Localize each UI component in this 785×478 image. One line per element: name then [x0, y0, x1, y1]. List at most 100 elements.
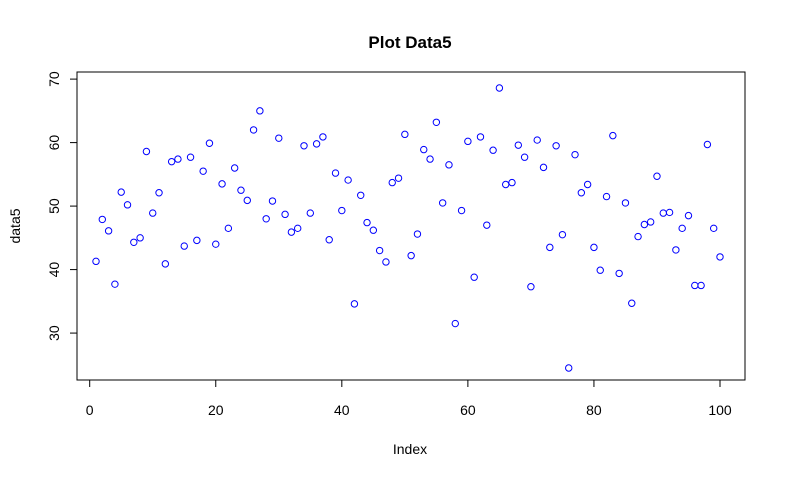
- data-point: [539, 163, 548, 172]
- x-axis: 0 20 40 60 80 100: [86, 379, 732, 418]
- data-point: [357, 191, 365, 200]
- data-points: [92, 84, 724, 372]
- data-point: [716, 253, 724, 261]
- data-point: [558, 230, 567, 239]
- data-point: [92, 257, 100, 266]
- data-point: [565, 364, 573, 372]
- data-point: [483, 221, 491, 229]
- data-point: [350, 300, 359, 308]
- data-point: [684, 211, 693, 220]
- data-point: [130, 238, 138, 246]
- data-point: [186, 153, 195, 161]
- data-point: [470, 273, 478, 281]
- data-point: [451, 319, 459, 328]
- data-point: [338, 206, 346, 215]
- chart-title: Plot Data5: [368, 33, 451, 52]
- data-point: [571, 150, 579, 159]
- data-point: [520, 153, 529, 161]
- data-point: [243, 196, 251, 205]
- x-tick-label: 20: [208, 402, 224, 418]
- data-point: [287, 228, 296, 236]
- data-point: [508, 178, 516, 187]
- data-point: [369, 226, 378, 234]
- data-point: [691, 281, 699, 290]
- data-point: [432, 118, 441, 126]
- data-point: [709, 224, 718, 233]
- data-point: [394, 174, 403, 182]
- data-point: [180, 242, 188, 250]
- data-point: [609, 131, 617, 140]
- data-point: [312, 140, 321, 148]
- data-point: [331, 169, 340, 177]
- data-point: [167, 157, 176, 166]
- plot-frame: [76, 71, 746, 381]
- data-point: [306, 209, 315, 217]
- data-point: [300, 142, 308, 150]
- data-point: [174, 155, 182, 163]
- data-point: [659, 209, 667, 217]
- data-point: [218, 180, 226, 188]
- data-point: [123, 201, 132, 209]
- data-point: [212, 240, 220, 248]
- data-point: [407, 251, 415, 260]
- data-point: [325, 236, 333, 244]
- data-point: [281, 210, 289, 219]
- data-point: [249, 126, 258, 134]
- data-point: [111, 280, 119, 288]
- data-point: [262, 215, 270, 223]
- data-point: [237, 186, 245, 194]
- data-point: [445, 161, 453, 169]
- data-point: [98, 215, 107, 224]
- x-tick-label: 0: [86, 402, 94, 418]
- data-point: [596, 266, 604, 274]
- data-point: [640, 220, 649, 229]
- x-tick-label: 40: [334, 402, 350, 418]
- data-point: [199, 167, 207, 175]
- data-point: [653, 172, 661, 180]
- x-tick-label: 100: [708, 402, 732, 418]
- data-point: [665, 208, 674, 217]
- data-point: [438, 199, 447, 207]
- data-point: [363, 218, 371, 227]
- data-point: [495, 84, 504, 92]
- data-point: [224, 224, 233, 233]
- data-point: [256, 107, 264, 115]
- data-point: [155, 189, 163, 197]
- y-tick-label: 70: [46, 71, 62, 87]
- data-point: [205, 139, 214, 147]
- y-tick-label: 40: [46, 262, 62, 278]
- data-point: [149, 209, 157, 217]
- data-point: [476, 133, 485, 141]
- data-point: [577, 189, 586, 197]
- x-tick-label: 60: [460, 402, 476, 418]
- data-point: [703, 140, 712, 149]
- data-point: [527, 283, 535, 291]
- y-tick-label: 30: [46, 325, 62, 341]
- data-point: [117, 188, 125, 196]
- data-point: [275, 134, 283, 142]
- data-point: [382, 258, 390, 266]
- x-axis-label: Index: [393, 441, 427, 457]
- data-point: [319, 133, 327, 141]
- data-point: [628, 299, 636, 307]
- y-axis-label: data5: [7, 208, 23, 243]
- data-point: [678, 224, 686, 233]
- data-point: [293, 224, 302, 233]
- data-point: [546, 243, 554, 252]
- data-point: [401, 130, 409, 139]
- data-point: [104, 227, 113, 235]
- data-point: [230, 164, 239, 172]
- data-point: [420, 145, 428, 154]
- data-point: [697, 281, 705, 290]
- data-point: [621, 199, 630, 207]
- data-point: [514, 141, 523, 149]
- data-point: [426, 155, 434, 163]
- y-tick-label: 60: [46, 135, 62, 151]
- data-point: [142, 147, 151, 156]
- data-point: [375, 246, 384, 255]
- data-point: [634, 232, 642, 241]
- data-point: [413, 230, 422, 238]
- data-point: [533, 136, 541, 144]
- data-point: [161, 260, 170, 268]
